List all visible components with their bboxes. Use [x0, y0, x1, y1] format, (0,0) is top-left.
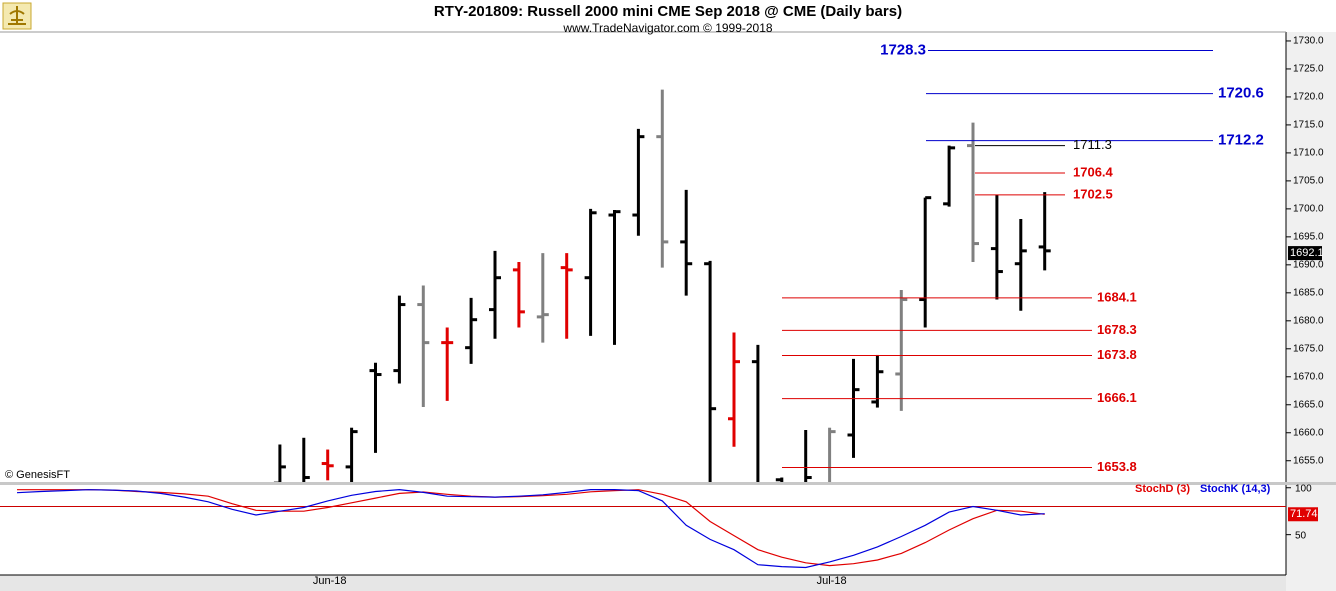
last-price-box — [1288, 246, 1322, 261]
y-tick-label: 1725.0 — [1293, 64, 1324, 75]
stoch-line — [16, 488, 1045, 569]
last-value-box — [1288, 507, 1318, 522]
source-label: © GenesisFT — [5, 469, 70, 481]
y-tick-label: 1680.0 — [1293, 315, 1324, 326]
y-tick-label: 1715.0 — [1293, 120, 1324, 131]
y-axis-band — [1286, 32, 1336, 591]
y-tick-label: 1655.0 — [1293, 455, 1324, 466]
y-tick-label: 1710.0 — [1293, 148, 1324, 159]
x-tick-label: Jul-18 — [817, 575, 847, 587]
level-label: 1706.4 — [1073, 164, 1114, 179]
y-tick-label: 1720.0 — [1293, 92, 1324, 103]
last-value-label: 71.74 — [1290, 508, 1318, 520]
y-tick-label: 100 — [1295, 483, 1312, 494]
price-panel — [273, 49, 1213, 482]
level-label: 1673.8 — [1097, 347, 1137, 362]
stoch-line — [17, 489, 1045, 567]
level-label: 1728.3 — [880, 41, 926, 58]
y-tick-label: 1665.0 — [1293, 399, 1324, 410]
last-price-label: 1692.1 — [1290, 247, 1324, 259]
y-tick-label: 1660.0 — [1293, 427, 1324, 438]
legend-entry: StochD (3) — [1135, 483, 1190, 495]
y-tick-label: 1695.0 — [1293, 231, 1324, 242]
level-label: 1684.1 — [1097, 289, 1137, 304]
level-label: 1702.5 — [1073, 186, 1113, 201]
legend-entry: StochK (14,3) — [1200, 483, 1271, 495]
stoch-panel — [0, 488, 1286, 569]
y-tick-label: 1685.0 — [1293, 287, 1324, 298]
x-axis-band — [0, 575, 1336, 591]
panel-separator — [0, 482, 1336, 485]
y-tick-label: 1700.0 — [1293, 204, 1324, 215]
y-tick-label: 1690.0 — [1293, 259, 1324, 270]
level-label: 1720.6 — [1218, 85, 1264, 102]
level-label: 1666.1 — [1097, 390, 1137, 405]
level-label: 1711.3 — [1073, 137, 1112, 152]
x-tick-label: Jun-18 — [313, 575, 347, 587]
y-tick-label: 1675.0 — [1293, 343, 1324, 354]
level-label: 1678.3 — [1097, 322, 1137, 337]
y-tick-label: 1705.0 — [1293, 176, 1324, 187]
level-label: 1712.2 — [1218, 132, 1264, 149]
y-tick-label: 50 — [1295, 530, 1307, 541]
level-label: 1653.8 — [1097, 459, 1137, 474]
axes: 1655.0 1660.0 1665.0 1670.0 1675.0 1680.0 1685… — [313, 36, 1324, 587]
chart-subtitle: www.TradeNavigator.com © 1999-2018 — [562, 21, 772, 35]
y-tick-label: 1670.0 — [1293, 371, 1324, 382]
y-tick-label: 1730.0 — [1293, 36, 1324, 47]
logo — [2, 2, 32, 30]
chart-title: RTY-201809: Russell 2000 mini CME Sep 20… — [434, 3, 902, 20]
